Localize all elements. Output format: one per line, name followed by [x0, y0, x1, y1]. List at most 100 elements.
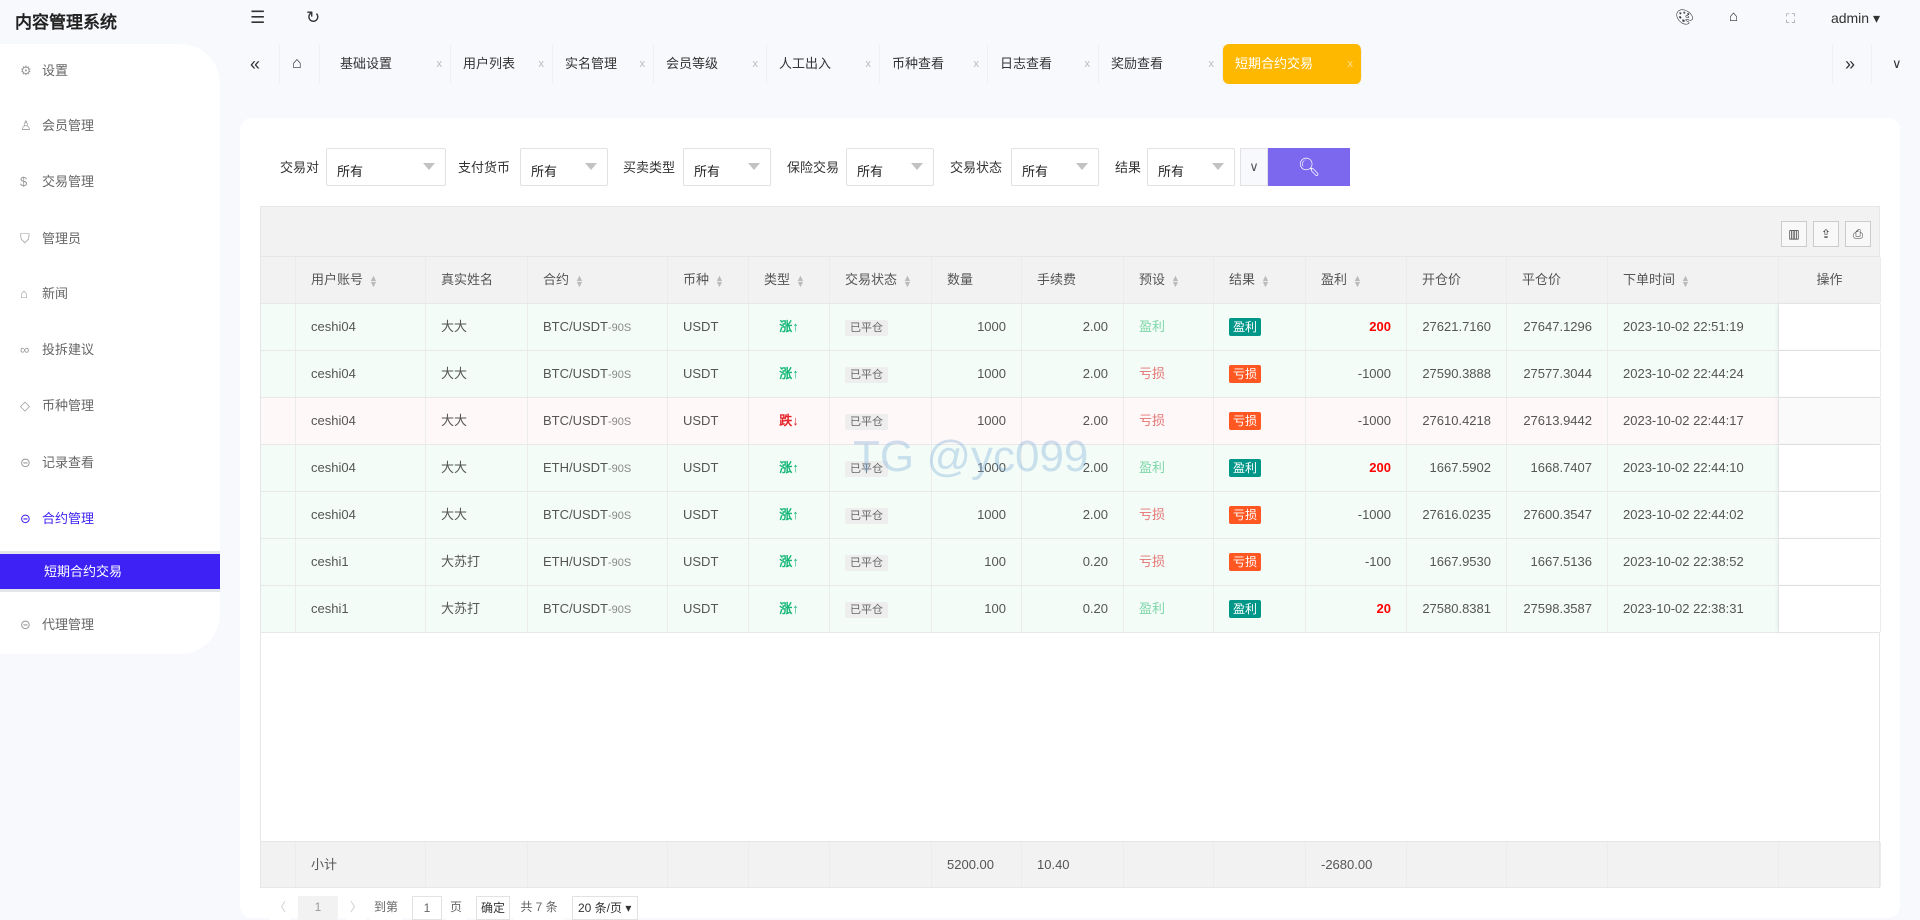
column-header[interactable]: 预设 ▲ ▼ — [1124, 257, 1214, 303]
table-row[interactable]: ceshi04 大大 BTC/USDT-90S USDT 涨↑ 已平仓 1000 2.00 亏损… — [261, 492, 1881, 539]
sidebar-subitem-short-contract[interactable]: 短期合约交易 — [0, 551, 220, 592]
sort-icon[interactable]: ▲ ▼ — [1681, 272, 1690, 289]
tab-close-icon[interactable]: x — [1084, 58, 1091, 70]
subtotal-cell — [1214, 842, 1306, 887]
tab-item[interactable]: 短期合约交易 x — [1223, 44, 1362, 84]
sidebar-item[interactable]: ⌂ 新闻 — [0, 274, 220, 314]
cell-actions[interactable] — [1779, 398, 1881, 444]
cell-name: 大苏打 — [426, 539, 528, 585]
table-row[interactable]: ceshi04 大大 ETH/USDT-90S USDT 涨↑ 已平仓 1000 2.00 盈利… — [261, 445, 1881, 492]
tag-icon[interactable]: ⌂ — [1729, 8, 1739, 25]
sort-icon[interactable]: ▲ ▼ — [1261, 272, 1270, 289]
sidebar-item-agent[interactable]: ⊝ 代理管理 — [0, 605, 220, 645]
sort-icon[interactable]: ▲ ▼ — [715, 272, 724, 289]
theme-palette-icon[interactable]: 🎨︎ — [1675, 9, 1695, 26]
goto-confirm-button[interactable]: 确定 — [476, 896, 510, 920]
home-tab[interactable]: ⌂ — [280, 44, 320, 84]
cell-actions[interactable] — [1779, 304, 1881, 350]
table-row[interactable]: ceshi04 大大 BTC/USDT-90S USDT 涨↑ 已平仓 1000 2.00 盈利… — [261, 304, 1881, 351]
sidebar-item[interactable]: ♙ 会员管理 — [0, 106, 220, 146]
cell-actions[interactable] — [1779, 351, 1881, 397]
column-header[interactable]: 下单时间 ▲ ▼ — [1608, 257, 1779, 303]
column-header[interactable]: 盈利 ▲ ▼ — [1306, 257, 1407, 303]
result-badge: 亏损 — [1229, 506, 1262, 524]
sidebar-item[interactable]: ⊝ 合约管理 — [0, 499, 220, 539]
sidebar-item[interactable]: ⚙ 设置 — [0, 51, 220, 91]
sort-icon[interactable]: ▲ ▼ — [903, 272, 912, 289]
export-icon[interactable]: ⇪ — [1813, 221, 1839, 247]
tab-item[interactable]: 用户列表 x — [451, 44, 553, 84]
column-header[interactable]: 用户账号 ▲ ▼ — [296, 257, 426, 303]
prev-page-button[interactable]: 〈 — [270, 896, 290, 920]
per-page-select[interactable]: 20 条/页 ▾ — [572, 896, 638, 920]
table-row[interactable]: ceshi04 大大 BTC/USDT-90S USDT 涨↑ 已平仓 1000 2.00 亏损… — [261, 351, 1881, 398]
cell-actions[interactable] — [1779, 445, 1881, 491]
refresh-icon[interactable]: ↻ — [306, 8, 321, 27]
filter-select[interactable]: 所有 — [683, 148, 771, 186]
next-page-button[interactable]: 〉 — [346, 896, 366, 920]
pair-period: -90S — [608, 463, 632, 475]
column-header-label: 交易状态 — [845, 272, 898, 287]
filter-select[interactable]: 所有 — [1147, 148, 1235, 186]
menu-fold-icon[interactable]: ☰ — [250, 8, 266, 27]
print-icon[interactable]: ⎙ — [1845, 221, 1871, 247]
fullscreen-icon[interactable]: ⛶ — [1786, 11, 1796, 26]
tab-item[interactable]: 实名管理 x — [553, 44, 654, 84]
goto-page-input[interactable]: 1 — [412, 896, 442, 920]
tab-item[interactable]: 基础设置 x — [328, 44, 451, 84]
tab-close-icon[interactable]: x — [752, 58, 759, 70]
sort-icon[interactable]: ▲ ▼ — [1171, 272, 1180, 289]
filter-select[interactable]: 所有 — [846, 148, 934, 186]
column-header[interactable]: 结果 ▲ ▼ — [1214, 257, 1306, 303]
tabs-scroll-right-button[interactable]: » — [1832, 44, 1872, 84]
cell-time: 2023-10-02 22:44:24 — [1608, 351, 1779, 397]
filter-select[interactable]: 所有 — [1011, 148, 1099, 186]
table-row[interactable]: ceshi1 大苏打 ETH/USDT-90S USDT 涨↑ 已平仓 100 0.20 亏损亏… — [261, 539, 1881, 586]
expand-filters-chevron-down-icon[interactable]: ∨ — [1240, 148, 1268, 186]
tab-item[interactable]: 日志查看 x — [988, 44, 1099, 84]
tab-close-icon[interactable]: x — [1208, 58, 1215, 70]
filter-select[interactable]: 所有 — [326, 148, 446, 186]
table-row[interactable]: ceshi1 大苏打 BTC/USDT-90S USDT 涨↑ 已平仓 100 0.20 盈利盈… — [261, 586, 1881, 633]
sidebar-item[interactable]: $ 交易管理 — [0, 162, 220, 202]
current-page[interactable]: 1 — [298, 896, 338, 920]
columns-icon[interactable]: ▥ — [1781, 221, 1807, 247]
tab-close-icon[interactable]: x — [973, 58, 980, 70]
cell-actions[interactable] — [1779, 492, 1881, 538]
search-button[interactable]: 🔍︎ — [1268, 148, 1350, 186]
cell-actions[interactable] — [1779, 539, 1881, 585]
tab-close-icon[interactable]: x — [538, 58, 545, 70]
table-row[interactable]: ceshi04 大大 BTC/USDT-90S USDT 跌↓ 已平仓 1000 2.00 亏损… — [261, 398, 1881, 445]
pair-period: -90S — [608, 416, 632, 428]
tab-item[interactable]: 奖励查看 x — [1099, 44, 1223, 84]
sidebar-item[interactable]: ◇ 币种管理 — [0, 386, 220, 426]
sidebar-item[interactable]: ⛉ 管理员 — [0, 219, 220, 259]
sidebar-item[interactable]: ⊝ 记录查看 — [0, 443, 220, 483]
sidebar-item-label: 合约管理 — [42, 511, 95, 526]
tab-close-icon[interactable]: x — [639, 58, 646, 70]
sort-icon[interactable]: ▲ ▼ — [369, 272, 378, 289]
tab-item[interactable]: 币种查看 x — [880, 44, 988, 84]
tab-item[interactable]: 人工出入 x — [767, 44, 880, 84]
tabs-menu-chevron-down-icon[interactable]: ∨ — [1892, 56, 1902, 71]
column-header[interactable]: 类型 ▲ ▼ — [749, 257, 830, 303]
tab-close-icon[interactable]: x — [436, 58, 443, 70]
column-header[interactable]: 币种 ▲ ▼ — [668, 257, 749, 303]
filter-select[interactable]: 所有 — [520, 148, 608, 186]
tab-item[interactable]: 会员等级 x — [654, 44, 767, 84]
column-header[interactable]: 交易状态 ▲ ▼ — [830, 257, 932, 303]
cell-time: 2023-10-02 22:38:52 — [1608, 539, 1779, 585]
cell-pair: ETH/USDT-90S — [528, 445, 668, 491]
user-menu[interactable]: admin ▾ — [1830, 10, 1880, 26]
cell-actions[interactable] — [1779, 586, 1881, 632]
sort-icon[interactable]: ▲ ▼ — [575, 272, 584, 289]
tabs-scroll-left-button[interactable]: « — [240, 44, 280, 84]
sidebar-item[interactable]: ∞ 投拆建议 — [0, 330, 220, 370]
sort-icon[interactable]: ▲ ▼ — [796, 272, 805, 289]
column-header[interactable]: 合约 ▲ ▼ — [528, 257, 668, 303]
caret-down-icon — [423, 163, 435, 170]
sort-icon[interactable]: ▲ ▼ — [1353, 272, 1362, 289]
cell-name: 大苏打 — [426, 586, 528, 632]
tab-close-icon[interactable]: x — [865, 58, 872, 70]
tab-close-icon[interactable]: x — [1347, 58, 1354, 70]
